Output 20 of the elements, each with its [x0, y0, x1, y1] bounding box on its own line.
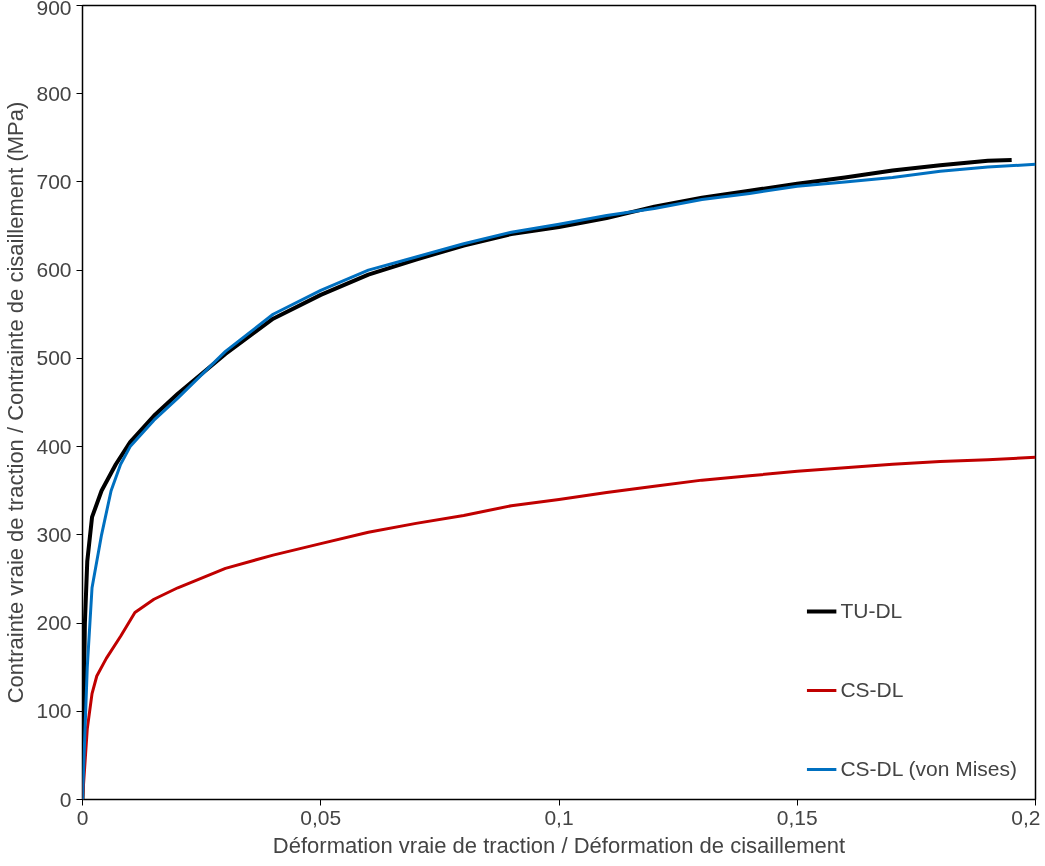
y-tick-label: 600: [36, 258, 72, 282]
y-axis-title: Contrainte vraie de traction / Contrainte de cisaillement (MPa): [3, 101, 29, 704]
y-tick-label: 500: [36, 346, 72, 370]
x-tick-label: 0,15: [776, 805, 818, 829]
y-tick-label: 100: [36, 699, 72, 723]
y-tick-label: 700: [36, 169, 72, 193]
y-tick-label: 900: [36, 0, 72, 19]
legend-label: CS-DL: [840, 678, 904, 702]
y-tick-label: 300: [36, 522, 72, 546]
y-tick-label: 200: [36, 611, 72, 635]
y-tick-label: 400: [36, 434, 72, 458]
legend-label: TU-DL: [840, 599, 903, 623]
x-tick-label: 0: [76, 805, 89, 829]
y-tick-label: 800: [36, 81, 72, 105]
y-tick-label: 0: [59, 787, 72, 811]
x-tick-label: 0,2: [1011, 805, 1041, 829]
x-tick-label: 0,1: [544, 805, 574, 829]
x-tick-label: 0,05: [300, 805, 342, 829]
legend-label: CS-DL (von Mises): [840, 757, 1017, 781]
x-axis-title: Déformation vraie de traction / Déformation de cisaillement: [272, 832, 846, 858]
